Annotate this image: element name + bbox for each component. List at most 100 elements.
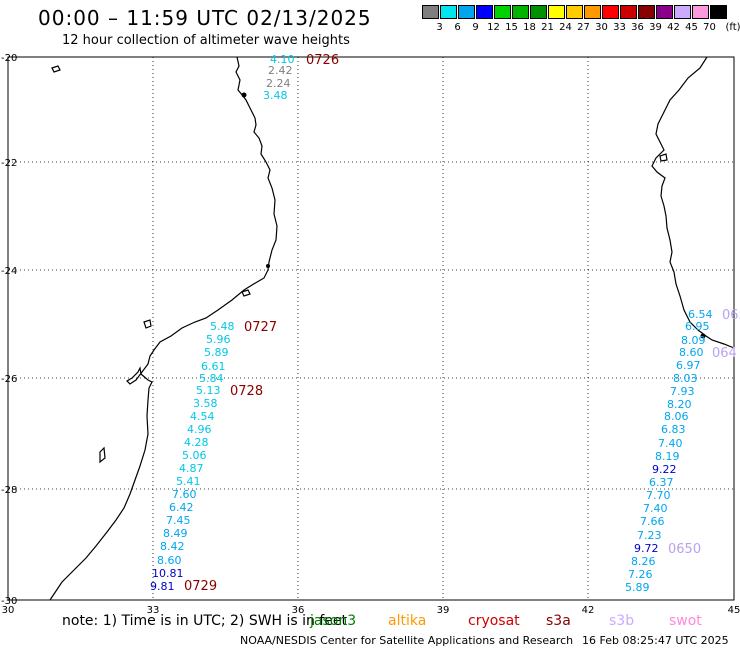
color-scale-swatch xyxy=(584,5,601,19)
wave-height-value: 6.54 xyxy=(688,308,713,321)
wave-height-value: 7.45 xyxy=(166,514,191,527)
color-scale-unit: (ft) xyxy=(725,22,740,33)
coast-point-marker xyxy=(700,333,706,339)
wave-height-value: 5.06 xyxy=(182,449,207,462)
coast-point-marker xyxy=(266,264,270,268)
pass-id-labels: 0726 0727 0728 0729 065 064 0650 xyxy=(184,53,740,594)
color-scale-label: 15 xyxy=(505,22,518,33)
wave-height-value: 7.60 xyxy=(172,488,197,501)
color-scale-label: 33 xyxy=(613,22,626,33)
pass-id-label: 065 xyxy=(722,308,740,323)
island-icon xyxy=(51,65,61,73)
color-scale-swatch xyxy=(458,5,475,19)
east-coastline xyxy=(651,56,735,349)
wave-height-value: 3.58 xyxy=(193,397,218,410)
latitude-tick-label: -20 xyxy=(1,53,17,64)
pass-id-label: 0650 xyxy=(668,542,701,557)
longitude-tick-label: 30 xyxy=(2,605,15,616)
color-scale-swatch xyxy=(602,5,619,19)
pass-id-label: 0729 xyxy=(184,579,217,594)
color-scale-label: 6 xyxy=(454,22,461,33)
map-subtitle: 12 hour collection of altimeter wave hei… xyxy=(62,33,350,48)
west-pass-values: 4.102.422.243.48 5.485.965.896.615.845.13… xyxy=(150,53,295,593)
pass-id-label: 0727 xyxy=(244,320,277,335)
mission-name: swot xyxy=(669,613,702,629)
color-scale-label: 9 xyxy=(472,22,479,33)
color-scale-label: 3 xyxy=(436,22,443,33)
footer-note: note: 1) Time is in UTC; 2) SWH is in fe… xyxy=(62,613,348,629)
longitude-tick-label: 45 xyxy=(728,605,740,616)
wave-height-value: 5.84 xyxy=(199,372,224,385)
color-scale-swatch xyxy=(476,5,493,19)
color-scale-label: 24 xyxy=(559,22,572,33)
credit-line: NOAA/NESDIS Center for Satellite Applica… xyxy=(240,634,574,647)
longitude-tick-label: 36 xyxy=(292,605,305,616)
wave-height-value: 7.40 xyxy=(658,437,683,450)
mission-name: s3a xyxy=(546,613,571,629)
wave-height-value: 7.66 xyxy=(640,515,665,528)
wave-height-value: 8.19 xyxy=(655,450,680,463)
color-scale-label: 42 xyxy=(667,22,680,33)
wave-height-value: 9.81 xyxy=(150,580,175,593)
wave-height-value: 7.40 xyxy=(643,502,668,515)
longitude-tick-label: 42 xyxy=(582,605,595,616)
wave-height-value: 5.96 xyxy=(206,333,231,346)
color-scale-swatch xyxy=(440,5,457,19)
longitude-tick-label: 33 xyxy=(147,605,160,616)
wave-height-value: 8.60 xyxy=(157,554,182,567)
color-scale-swatch xyxy=(638,5,655,19)
latitude-tick-label: -30 xyxy=(1,596,17,607)
wave-height-value: 7.26 xyxy=(628,568,653,581)
west-coastline xyxy=(49,56,278,601)
color-scale-swatch xyxy=(512,5,529,19)
wave-height-value: 5.41 xyxy=(176,475,201,488)
wave-height-value: 5.89 xyxy=(204,346,229,359)
wave-height-value: 4.10 xyxy=(270,53,295,66)
axis-tick-labels: 30 33 36 39 42 45 -20 -22 -24 -26 -28 -30 xyxy=(1,53,740,616)
wave-height-value: 4.54 xyxy=(190,410,215,423)
color-scale-label: 12 xyxy=(487,22,500,33)
color-scale-swatch xyxy=(494,5,511,19)
latitude-tick-label: -28 xyxy=(1,485,17,496)
pass-id-label: 0726 xyxy=(306,53,339,68)
wave-height-value: 6.95 xyxy=(685,320,710,333)
wave-height-value: 9.22 xyxy=(652,463,677,476)
wave-height-value: 6.42 xyxy=(169,501,194,514)
wave-height-value: 4.28 xyxy=(184,436,209,449)
map-title: 00:00 – 11:59 UTC 02/13/2025 xyxy=(38,6,372,30)
color-scale-swatch xyxy=(710,5,727,19)
map-frame xyxy=(7,56,735,601)
wave-height-value: 4.96 xyxy=(187,423,212,436)
color-scale-swatch xyxy=(530,5,547,19)
color-scale-label: 27 xyxy=(577,22,590,33)
wave-height-value: 4.87 xyxy=(179,462,204,475)
wave-height-value: 8.60 xyxy=(679,346,704,359)
coastline xyxy=(49,56,735,601)
wave-height-value: 8.09 xyxy=(681,334,706,347)
wave-height-value: 8.42 xyxy=(160,540,185,553)
wave-height-value: 8.20 xyxy=(667,398,692,411)
color-scale-label: 36 xyxy=(631,22,644,33)
color-scale-label: 18 xyxy=(523,22,536,33)
coast-point-marker xyxy=(241,92,247,98)
wave-height-value: 6.37 xyxy=(649,476,674,489)
mission-name: jason3 xyxy=(310,613,357,629)
wave-height-value: 6.97 xyxy=(676,359,701,372)
wave-height-value: 8.03 xyxy=(673,372,698,385)
generation-timestamp: 16 Feb 08:25:47 UTC 2025 xyxy=(582,634,729,647)
island-icon xyxy=(241,289,251,297)
east-pass-values: 6.546.958.098.606.978.037.938.208.066.83… xyxy=(625,308,713,594)
color-scale-swatch xyxy=(566,5,583,19)
color-scale-swatch xyxy=(656,5,673,19)
island-icon xyxy=(659,153,668,162)
wave-height-value: 8.49 xyxy=(163,527,188,540)
mission-name: s3b xyxy=(609,613,635,629)
longitude-tick-label: 39 xyxy=(437,605,450,616)
wave-height-value: 6.61 xyxy=(201,360,226,373)
color-scale-label: 70 xyxy=(703,22,716,33)
color-scale-label: 39 xyxy=(649,22,662,33)
latitude-tick-label: -22 xyxy=(1,158,17,169)
wave-height-value: 5.13 xyxy=(196,384,221,397)
wave-height-value: 8.06 xyxy=(664,410,689,423)
color-scale-label: 30 xyxy=(595,22,608,33)
